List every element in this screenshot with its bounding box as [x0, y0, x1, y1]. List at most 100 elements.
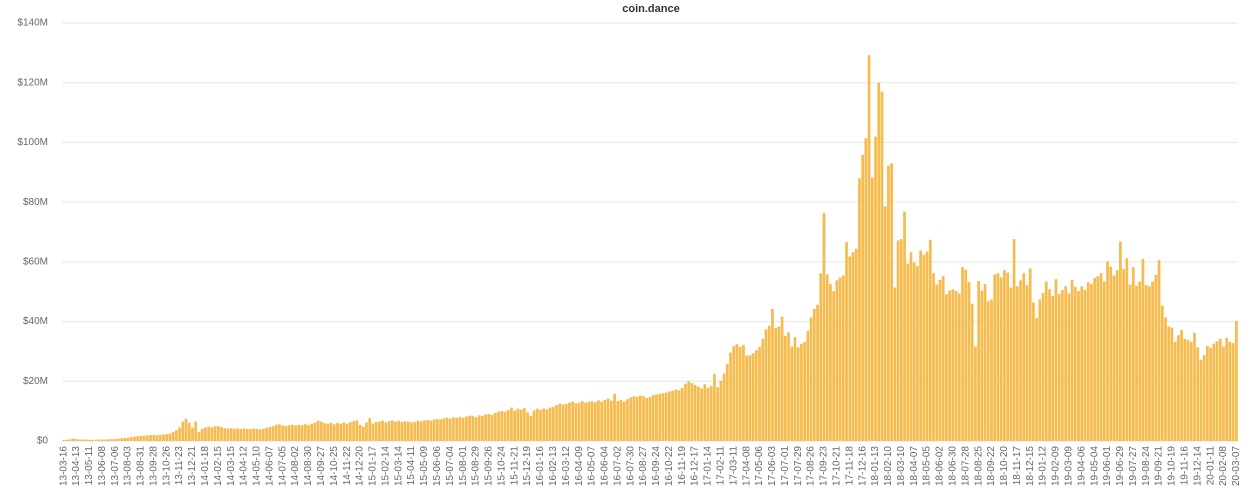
x-tick-label: 13-09-28: [148, 446, 159, 486]
bar: [851, 252, 855, 441]
bar: [1090, 283, 1093, 441]
bar: [133, 436, 136, 441]
bar: [796, 347, 800, 441]
bar: [1070, 279, 1074, 441]
bar: [65, 439, 69, 441]
bar: [461, 417, 465, 441]
bar: [974, 346, 977, 441]
x-tick-label: 15-02-14: [380, 446, 391, 486]
x-tick-label: 17-08-26: [806, 446, 817, 486]
bar: [722, 373, 726, 441]
bar: [1135, 285, 1138, 441]
bar: [474, 417, 478, 441]
bar: [638, 395, 642, 441]
bar: [945, 294, 948, 441]
bar: [1009, 287, 1013, 441]
bar: [1128, 284, 1132, 441]
bar: [152, 435, 156, 441]
bar: [906, 263, 910, 441]
x-tick-label: 18-08-25: [973, 446, 984, 486]
bar: [809, 317, 813, 441]
bar: [983, 283, 987, 441]
x-tick-label: 18-10-20: [999, 446, 1010, 486]
bar: [1122, 269, 1125, 441]
x-tick-label: 15-11-21: [509, 446, 520, 486]
bar: [693, 384, 697, 441]
x-tick-label: 19-02-09: [1051, 446, 1062, 486]
bar: [245, 428, 249, 441]
bar: [738, 346, 742, 441]
bar: [1012, 239, 1016, 441]
bar: [803, 341, 807, 441]
bar: [864, 138, 868, 441]
bar: [661, 393, 665, 441]
bar: [951, 289, 955, 441]
x-tick-label: 13-12-21: [187, 446, 198, 486]
y-tick-label: $20M: [23, 376, 48, 387]
x-tick-label: 19-03-09: [1063, 446, 1074, 486]
bar: [848, 256, 852, 441]
bar: [1125, 258, 1129, 441]
bar: [1115, 270, 1119, 441]
bar: [175, 430, 178, 441]
x-tick-label: 18-03-10: [896, 446, 907, 486]
bar: [648, 396, 652, 441]
bar: [1170, 327, 1174, 441]
bar: [471, 416, 475, 441]
bar: [223, 428, 227, 441]
bar: [110, 439, 114, 441]
x-tick-label: 13-06-08: [97, 446, 108, 486]
bar: [816, 304, 819, 441]
bar: [1006, 272, 1009, 441]
bar: [626, 399, 629, 441]
bar: [941, 276, 945, 441]
x-tick-label: 17-04-08: [741, 446, 752, 486]
bar: [458, 417, 462, 441]
bar: [316, 420, 320, 441]
bar: [81, 439, 85, 441]
bar: [323, 423, 326, 441]
bar: [268, 426, 272, 441]
bar: [281, 425, 285, 441]
x-tick-label: 19-01-12: [1038, 446, 1049, 486]
bar: [671, 390, 674, 441]
bar: [400, 421, 404, 441]
bar: [651, 395, 655, 441]
bar: [1138, 281, 1142, 441]
x-tick-label: 19-12-14: [1192, 446, 1203, 486]
x-tick-label: 14-12-20: [355, 446, 366, 486]
bar: [381, 420, 384, 441]
x-tick-label: 18-05-05: [922, 446, 933, 486]
bar: [999, 277, 1003, 441]
bar: [1202, 355, 1206, 441]
x-tick-label: 16-08-27: [638, 446, 649, 486]
x-tick-label: 16-07-02: [612, 446, 623, 486]
x-tick-label: 17-01-14: [703, 446, 714, 486]
bar: [912, 262, 916, 441]
bar: [938, 279, 942, 441]
bar: [342, 422, 346, 441]
bar: [719, 380, 723, 441]
x-tick-label: 18-09-22: [986, 446, 997, 486]
bar: [329, 422, 333, 441]
bar: [880, 91, 884, 442]
bar: [1228, 341, 1232, 441]
bar: [874, 136, 877, 441]
bar: [700, 388, 703, 441]
bar: [139, 435, 143, 441]
bar: [1086, 282, 1090, 441]
bar: [932, 273, 935, 441]
x-tick-label: 17-05-06: [754, 446, 765, 486]
bar: [725, 363, 729, 441]
bar: [1099, 273, 1103, 441]
bar: [1186, 340, 1190, 441]
bar: [1173, 341, 1177, 441]
x-tick-label: 17-06-03: [767, 446, 778, 486]
bar: [877, 82, 881, 441]
bar: [1183, 338, 1187, 441]
x-tick-label: 18-06-02: [935, 446, 946, 486]
bar: [771, 309, 774, 441]
bar: [345, 423, 349, 441]
x-tick-label: 16-07-30: [625, 446, 636, 486]
bar: [271, 426, 275, 441]
